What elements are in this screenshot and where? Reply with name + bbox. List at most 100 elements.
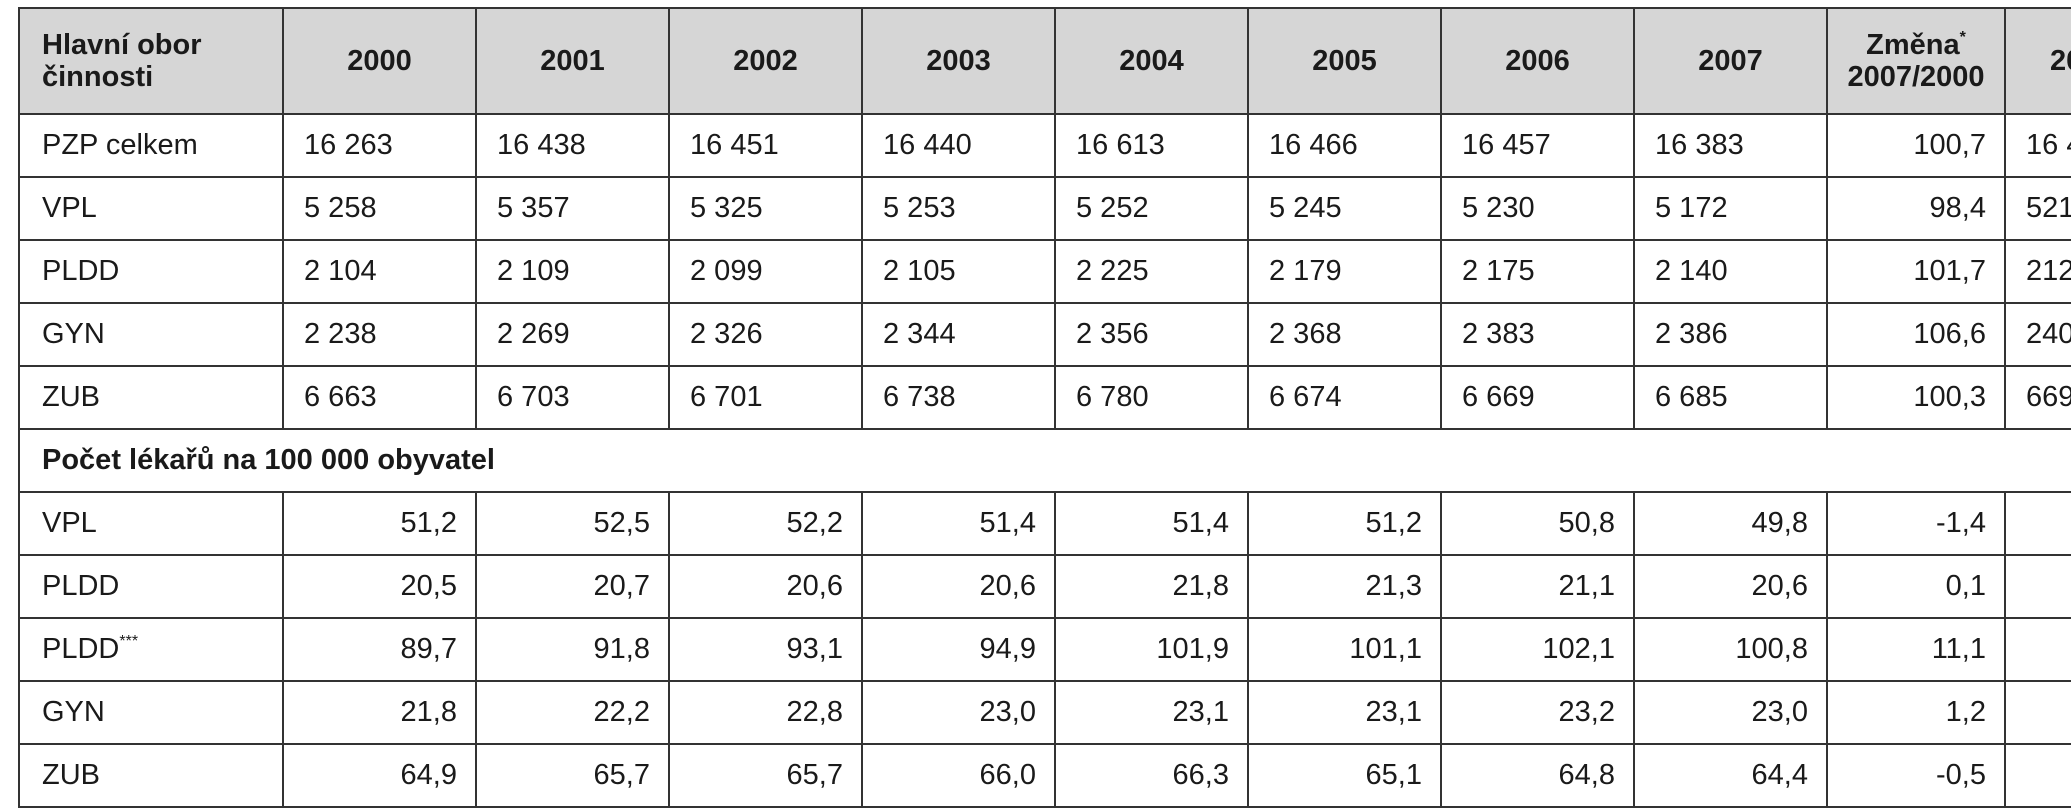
- table-cell: 6 669: [1440, 365, 1635, 430]
- table-cell: 5 258: [282, 176, 477, 241]
- table-cell: 16 383: [1633, 113, 1828, 178]
- header-change-period: 2007/2000: [1847, 61, 1985, 93]
- change-cell: 1,2: [1826, 680, 2006, 745]
- table-cell: 16 466: [1247, 113, 1442, 178]
- header-2008-label: 2008: [2050, 44, 2071, 77]
- table-cell: 6 780: [1054, 365, 1249, 430]
- table-cell: 51,4: [1054, 491, 1249, 556]
- table-cell: 20,5: [282, 554, 477, 619]
- header-year: 2003: [861, 7, 1056, 115]
- table-cell: 5 325: [668, 176, 863, 241]
- row-label-text: ZUB: [42, 381, 100, 414]
- header-year: 2005: [1247, 7, 1442, 115]
- table-cell: 2 105: [861, 239, 1056, 304]
- change-cell: 100,7: [1826, 113, 2006, 178]
- table-cell: 5 357: [475, 176, 670, 241]
- table-cell: 5 245: [1247, 176, 1442, 241]
- table-cell: 52,2: [668, 491, 863, 556]
- table-cell: 65,7: [475, 743, 670, 808]
- table-cell: 6 674: [1247, 365, 1442, 430]
- table-cell: 20,7: [475, 554, 670, 619]
- row-label-mark: ***: [119, 633, 139, 651]
- table-row: ZUB64,965,765,766,066,365,164,864,4-0,56…: [18, 743, 2071, 808]
- table-cell: 22,8: [668, 680, 863, 745]
- table-cell: 65,1: [1247, 743, 1442, 808]
- table-cell: 101,1: [1247, 617, 1442, 682]
- table-cell: 16 613: [1054, 113, 1249, 178]
- physicians-table: Hlavní obor činnosti 2000 2001 2002 2003 200…: [18, 7, 2071, 808]
- table-cell: 2 109: [475, 239, 670, 304]
- table-cell: 16 457: [1440, 113, 1635, 178]
- table-cell: 51,2: [1247, 491, 1442, 556]
- table-row: PZP celkem 16 263 16 438 16 451 16 440 16 613…: [18, 113, 2071, 178]
- table-cell: 2 238: [282, 302, 477, 367]
- row-label: PZP celkem: [18, 113, 284, 178]
- table-row: PLDD 2 104 2 109 2 099 2 105 2 225 2 179 2 175 2…: [18, 239, 2071, 304]
- row-label: VPL: [18, 176, 284, 241]
- table-cell: 91,8: [475, 617, 670, 682]
- change-cell: 0,1: [1826, 554, 2006, 619]
- table-cell: 2 383: [1440, 302, 1635, 367]
- header-year: 2000: [282, 7, 477, 115]
- row-label-text: PLDD: [42, 633, 120, 666]
- row-label: PLDD***: [18, 617, 284, 682]
- table-cell: 23,1: [1054, 680, 1249, 745]
- table-cell: 66,3: [1054, 743, 1249, 808]
- table-cell: 51,4: [861, 491, 1056, 556]
- table-cell: 50,8: [1440, 491, 1635, 556]
- cell-2008: 20,3: [2004, 554, 2071, 619]
- table-cell: 89,7: [282, 617, 477, 682]
- cell-2008: 2121: [2004, 239, 2071, 304]
- table-cell: 51,2: [282, 491, 477, 556]
- row-label: ZUB: [18, 365, 284, 430]
- table-row: PLDD*** 89,7 91,8 93,1 94,9 101,9 101,1 102,1 10…: [18, 617, 2071, 682]
- cell-2008: 5211: [2004, 176, 2071, 241]
- cell-2008: 23,0: [2004, 680, 2071, 745]
- table-cell: 2 368: [1247, 302, 1442, 367]
- table-cell: 5 252: [1054, 176, 1249, 241]
- table-cell: 2 356: [1054, 302, 1249, 367]
- section-row: Počet lékařů na 100 000 obyvatel: [18, 428, 2071, 493]
- change-cell: 101,7: [1826, 239, 2006, 304]
- row-label: PLDD: [18, 554, 284, 619]
- table-cell: 94,9: [861, 617, 1056, 682]
- table-row: VPL51,252,552,251,451,451,250,849,8-1,44…: [18, 491, 2071, 556]
- table-row: VPL 5 258 5 357 5 325 5 253 5 252 5 245 5 230 5 …: [18, 176, 2071, 241]
- row-label-text: GYN: [42, 696, 105, 729]
- table-cell: 93,1: [668, 617, 863, 682]
- table-cell: 16 440: [861, 113, 1056, 178]
- change-cell: -0,5: [1826, 743, 2006, 808]
- table-cell: 6 701: [668, 365, 863, 430]
- table-cell: 21,8: [282, 680, 477, 745]
- table-cell: 5 172: [1633, 176, 1828, 241]
- table-cell: 64,8: [1440, 743, 1635, 808]
- table-cell: 66,0: [861, 743, 1056, 808]
- header-change-label: Změna: [1866, 28, 1960, 61]
- header-first-col: Hlavní obor činnosti: [18, 7, 284, 115]
- header-year: 2007: [1633, 7, 1828, 115]
- row-label-text: PZP celkem: [42, 129, 198, 162]
- row-label: VPL: [18, 491, 284, 556]
- table-cell: 102,1: [1440, 617, 1635, 682]
- table-cell: 23,0: [861, 680, 1056, 745]
- section-title: Počet lékařů na 100 000 obyvatel: [18, 428, 2071, 493]
- table-cell: 23,2: [1440, 680, 1635, 745]
- table-cell: 100,8: [1633, 617, 1828, 682]
- change-cell: 100,3: [1826, 365, 2006, 430]
- row-label: GYN: [18, 680, 284, 745]
- table-cell: 20,6: [668, 554, 863, 619]
- table-cell: 20,6: [861, 554, 1056, 619]
- header-year: 2004: [1054, 7, 1249, 115]
- table-cell: 5 253: [861, 176, 1056, 241]
- table-cell: 23,0: [1633, 680, 1828, 745]
- change-cell: 11,1: [1826, 617, 2006, 682]
- table-cell: 2 140: [1633, 239, 1828, 304]
- header-year: 2002: [668, 7, 863, 115]
- header-row: Hlavní obor činnosti 2000 2001 2002 2003 200…: [18, 7, 2071, 115]
- cell-2008: 16 430: [2004, 113, 2071, 178]
- table-cell: 2 344: [861, 302, 1056, 367]
- header-change: Změna* 2007/2000: [1826, 7, 2006, 115]
- table-cell: 64,9: [282, 743, 477, 808]
- table-cell: 6 685: [1633, 365, 1828, 430]
- table-cell: 5 230: [1440, 176, 1635, 241]
